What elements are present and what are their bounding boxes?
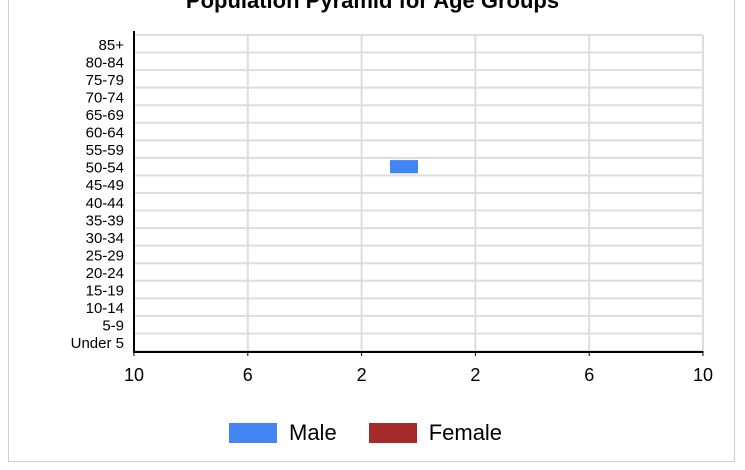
legend-item-female: Female xyxy=(368,420,503,446)
y-tick-label: 30-34 xyxy=(86,230,124,247)
y-tick-label: 15-19 xyxy=(86,283,124,300)
legend-swatch-female xyxy=(368,423,417,443)
y-tick-label: 10-14 xyxy=(86,300,124,317)
y-tick-label: 85+ xyxy=(99,37,125,54)
y-tick-label: 5-9 xyxy=(102,318,124,335)
y-tick-label: 45-49 xyxy=(86,177,124,194)
y-tick-label: 55-59 xyxy=(86,142,124,159)
x-tick-label: 10 xyxy=(124,365,144,385)
y-tick-label: 60-64 xyxy=(86,125,124,142)
y-tick-label: 20-24 xyxy=(86,265,124,282)
legend: Male Female xyxy=(229,419,534,447)
legend-label-female: Female xyxy=(428,420,503,445)
x-tick-label: 2 xyxy=(357,365,367,385)
y-tick-label: 40-44 xyxy=(86,195,124,212)
y-tick-label: 75-79 xyxy=(86,72,124,89)
y-tick-label: 80-84 xyxy=(86,54,124,71)
x-tick-label: 2 xyxy=(470,365,480,385)
legend-label-male: Male xyxy=(289,420,337,445)
y-tick-label: Under 5 xyxy=(71,335,124,352)
x-tick-label: 6 xyxy=(584,365,594,385)
x-tick-label: 10 xyxy=(693,365,713,385)
chart-title: Population Pyramid for Age Groups xyxy=(185,0,560,13)
bar-male xyxy=(390,160,418,174)
y-tick-label: 50-54 xyxy=(86,160,124,177)
x-tick-label: 6 xyxy=(243,365,253,385)
legend-swatch-male xyxy=(229,423,277,443)
y-tick-label: 25-29 xyxy=(86,247,124,264)
y-tick-label: 65-69 xyxy=(86,107,124,124)
y-tick-label: 35-39 xyxy=(86,212,124,229)
chart-frame xyxy=(8,0,735,462)
y-tick-label: 70-74 xyxy=(86,89,124,106)
legend-item-male: Male xyxy=(229,420,337,446)
